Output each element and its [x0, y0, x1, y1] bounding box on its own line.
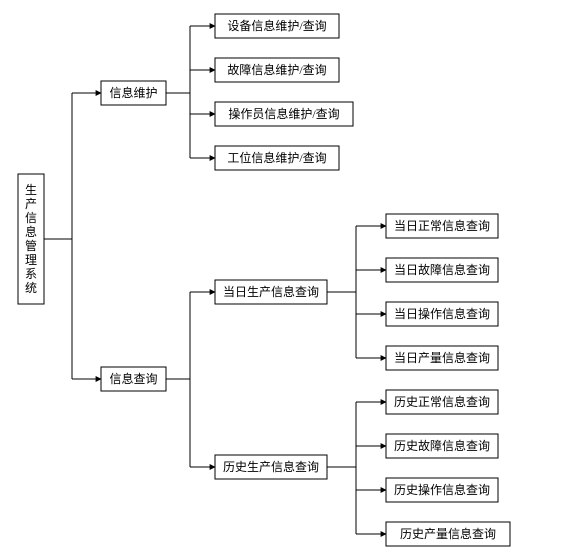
node-label: 故障信息维护/查询 [227, 62, 326, 77]
tree-node: 当日产量信息查询 [386, 346, 498, 370]
tree-node: 历史生产信息查询 [215, 455, 327, 479]
tree-node: 历史正常信息查询 [386, 390, 498, 414]
node-label: 历史故障信息查询 [394, 438, 490, 453]
node-label: 当日产量信息查询 [394, 350, 490, 365]
tree-node: 信息查询 [101, 367, 166, 391]
tree-node: 信息维护 [101, 81, 166, 105]
nodes-layer: 生产信息管理系统 信息维护信息查询 设备信息维护/查询故障信息维护/查询操作员信息维… [18, 14, 510, 546]
tree-node: 当日正常信息查询 [386, 214, 498, 238]
node-label: 当日故障信息查询 [394, 262, 490, 277]
node-label: 当日操作信息查询 [394, 306, 490, 321]
tree-node: 历史操作信息查询 [386, 478, 498, 502]
tree-node: 故障信息维护/查询 [215, 58, 339, 82]
tree-node: 生产信息管理系统 [18, 174, 44, 304]
node-label: 工位信息维护/查询 [227, 150, 326, 165]
tree-node: 当日操作信息查询 [386, 302, 498, 326]
node-label: 历史操作信息查询 [394, 482, 490, 497]
node-label: 操作员信息维护/查询 [228, 106, 339, 121]
tree-node: 当日生产信息查询 [215, 280, 327, 304]
node-label: 信息维护 [109, 85, 157, 100]
node-label: 当日正常信息查询 [394, 218, 490, 233]
node-label: 历史产量信息查询 [400, 526, 496, 541]
node-label: 信息查询 [109, 371, 157, 386]
node-label: 当日生产信息查询 [223, 284, 319, 299]
node-label: 历史正常信息查询 [394, 394, 490, 409]
tree-node: 设备信息维护/查询 [215, 14, 339, 38]
tree-node: 历史产量信息查询 [386, 522, 510, 546]
tree-node: 工位信息维护/查询 [215, 146, 339, 170]
node-label: 生产信息管理系统 [25, 183, 37, 295]
tree-node: 操作员信息维护/查询 [215, 102, 353, 126]
tree-node: 当日故障信息查询 [386, 258, 498, 282]
node-label: 设备信息维护/查询 [227, 18, 326, 33]
tree-diagram: 生产信息管理系统 信息维护信息查询 设备信息维护/查询故障信息维护/查询操作员信息维… [0, 0, 575, 560]
node-label: 历史生产信息查询 [223, 459, 319, 474]
tree-node: 历史故障信息查询 [386, 434, 498, 458]
